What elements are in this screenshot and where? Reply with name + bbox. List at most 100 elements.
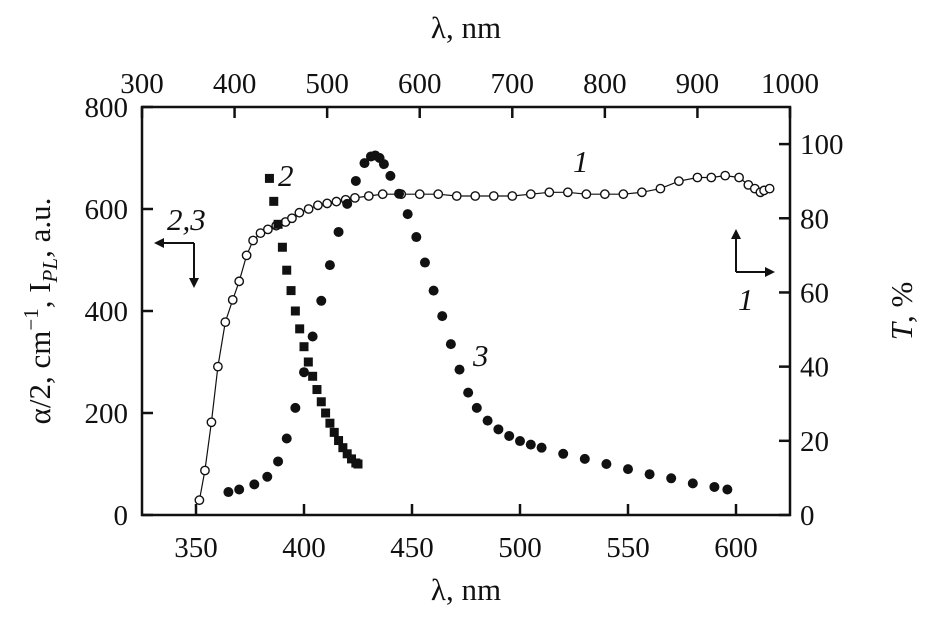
top-axis-tick-label: 1000 <box>761 68 819 100</box>
arrow-down-head <box>189 278 199 288</box>
top-axis-tick-label: 300 <box>120 68 164 100</box>
series-1-point <box>706 172 717 183</box>
series-2-point <box>353 459 363 469</box>
series-3-point <box>558 448 569 459</box>
series-2-point <box>290 306 300 316</box>
series-2-point <box>338 443 348 453</box>
series-1-point <box>470 191 481 201</box>
series-1-point <box>262 224 273 235</box>
series-3-point <box>299 367 309 378</box>
series-3-point <box>525 439 536 450</box>
series-3 <box>223 150 733 498</box>
top-axis-tick-label: 600 <box>398 68 442 100</box>
series-3-point <box>428 285 439 296</box>
series-3-point <box>223 487 234 498</box>
series-3-point <box>515 436 525 447</box>
curve-label-1: 1 <box>573 144 589 179</box>
top-axis-tick-label: 400 <box>213 68 257 100</box>
right-axis-title: T, % <box>884 282 919 341</box>
series-3-point <box>402 209 413 220</box>
bottom-axis-tick-label: 400 <box>282 532 326 564</box>
series-2-point <box>282 265 292 275</box>
series-2-point <box>299 342 309 352</box>
series-3-point <box>249 479 260 490</box>
plot-frame <box>140 105 792 517</box>
series-3-point <box>687 478 698 489</box>
series-1-point <box>248 235 258 246</box>
left-axis-title-superscript: −1 <box>19 308 43 330</box>
series-3-point <box>454 364 465 375</box>
series-3-point <box>644 469 655 480</box>
series-3-point <box>579 453 590 464</box>
series-3-point <box>378 159 389 170</box>
series-2-point <box>303 357 313 367</box>
series-3-point <box>471 402 482 413</box>
series-3-point <box>419 257 430 268</box>
arrow-curves-2-3-left-axis: 2,3 <box>154 202 206 288</box>
arrow-label-2-3: 2,3 <box>167 202 206 237</box>
series-1-point <box>200 465 210 476</box>
series-3-point <box>359 158 370 169</box>
left-axis-tick-label: 800 <box>85 92 129 124</box>
series-1-point <box>720 170 731 181</box>
series-2-point <box>342 449 352 459</box>
series-1-point <box>433 189 444 200</box>
bottom-axis-tick-label: 600 <box>714 532 758 564</box>
series-1-point <box>312 200 323 211</box>
left-axis-title-part: , I <box>22 282 57 308</box>
series-1-point <box>255 228 266 239</box>
top-axis-tick-label: 500 <box>305 68 349 100</box>
series-1-point <box>363 191 374 201</box>
bottom-axis-tick-label: 500 <box>498 532 542 564</box>
top-axis-title: λ, nm <box>431 10 501 45</box>
series-3-point <box>394 188 405 199</box>
series-3-point <box>463 387 474 398</box>
right-axis-tick-label: 60 <box>800 277 829 309</box>
right-axis-title-unit: , % <box>884 282 919 323</box>
series-1-point <box>350 192 360 203</box>
series-1-point <box>636 187 647 198</box>
data-series <box>194 150 775 506</box>
right-axis-tick-label: 80 <box>800 203 829 235</box>
arrow-curve-1-right-axis: 1 <box>731 229 775 317</box>
right-axis-tick-label: 40 <box>800 352 829 384</box>
series-3-point <box>445 339 456 350</box>
series-1-point <box>525 189 536 200</box>
left-axis-tick-label: 200 <box>85 398 129 430</box>
series-1-point <box>451 191 462 201</box>
series-1-point <box>194 495 205 506</box>
series-1-point <box>206 417 217 428</box>
series-2-point <box>325 418 335 428</box>
series-3-point <box>623 464 633 475</box>
series-3-point <box>722 484 733 495</box>
series-1-point <box>294 207 305 218</box>
series-3-point <box>290 402 301 413</box>
right-axis-tick-label: 100 <box>800 129 844 161</box>
series-3-point <box>482 415 493 426</box>
arrow-right-head <box>765 267 775 277</box>
series-2 <box>264 173 363 469</box>
series-2-point <box>286 286 296 296</box>
series-1-point <box>488 191 499 201</box>
left-axis-tick-label: 600 <box>85 194 129 226</box>
series-2-point <box>264 173 274 183</box>
right-axis-title-symbol: T <box>884 320 919 340</box>
series-3-point <box>536 442 547 453</box>
series-2-point <box>316 397 326 407</box>
bottom-axis-tick-label: 450 <box>390 532 434 564</box>
arrow-up-head <box>731 229 741 239</box>
series-2-point <box>312 385 322 395</box>
series-2-point <box>321 408 331 418</box>
series-1-point <box>322 198 333 209</box>
series-1-point <box>241 250 252 261</box>
left-axis-title: α/2, cm−1, IPL, a.u. <box>19 198 62 425</box>
curve-label-2: 2 <box>278 158 294 193</box>
series-1-point <box>618 189 629 200</box>
top-axis-tick-label: 800 <box>583 68 627 100</box>
series-3-point <box>234 484 245 495</box>
series-2-point <box>277 242 287 252</box>
series-3-point <box>666 473 677 484</box>
series-1-point <box>220 317 231 328</box>
